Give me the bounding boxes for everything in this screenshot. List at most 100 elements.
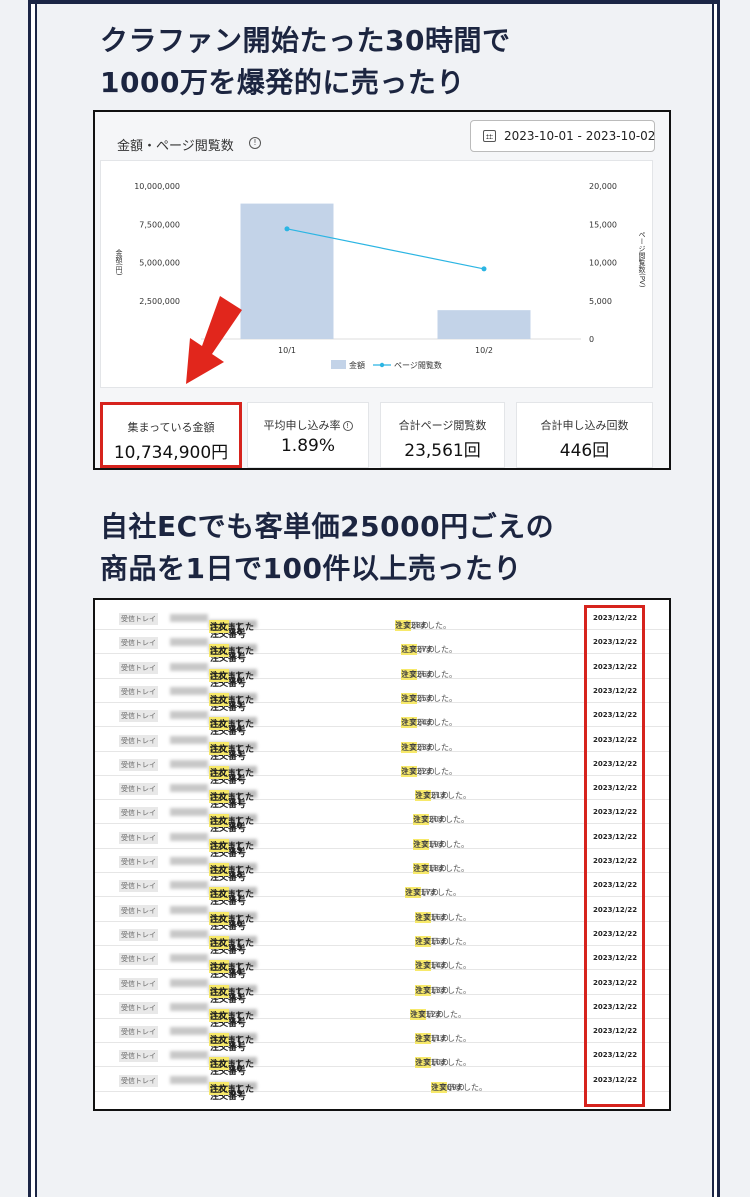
- inbox-tag: 受信トレイ: [119, 977, 158, 990]
- order-date: 2023/12/22: [593, 881, 638, 890]
- customer-name-blurred: [209, 1008, 257, 1017]
- order-date: 2023/12/22: [593, 808, 638, 817]
- pageview-point-10-1: [284, 226, 290, 232]
- customer-name-blurred: [209, 692, 257, 701]
- y-left-tick-label: 10,000,000: [134, 182, 180, 191]
- sender-blurred: [170, 1075, 208, 1084]
- customer-name-blurred: [209, 1081, 257, 1090]
- y-right-tick-label: 20,000: [589, 182, 617, 191]
- legend-marker-pageviews: [379, 362, 385, 368]
- order-date: 2023/12/22: [593, 1027, 638, 1036]
- sender-blurred: [170, 905, 208, 914]
- y-right-tick-label: 10,000: [589, 259, 617, 268]
- legend-label-amount: 金額: [349, 360, 365, 370]
- order-date: 2023/12/22: [593, 929, 638, 938]
- inbox-tag: 受信トレイ: [119, 831, 158, 844]
- inbox-tag: 受信トレイ: [119, 661, 158, 674]
- customer-name-blurred: [209, 790, 257, 799]
- heading-line: 1000万を爆発的に売ったり: [100, 66, 465, 99]
- info-icon[interactable]: !: [249, 137, 261, 149]
- heading-line: クラファン開始たった30時間で: [100, 24, 511, 57]
- inbox-tag: 受信トレイ: [119, 783, 158, 796]
- order-date: 2023/12/22: [593, 1075, 638, 1084]
- y-left-tick-label: 7,500,000: [139, 220, 180, 229]
- y-right-axis-label: ページ閲覧数(PV): [638, 231, 646, 288]
- sender-blurred: [170, 808, 208, 817]
- order-date: 2023/12/22: [593, 978, 638, 987]
- stat-total-amount: 集まっている金額 10,734,900円: [100, 402, 242, 468]
- frame-fill-left: [31, 0, 35, 1197]
- y-right-tick-label: 0: [589, 335, 594, 344]
- x-tick-label: 10/2: [475, 346, 493, 355]
- calendar-icon: [483, 130, 496, 142]
- frame-fill-right: [714, 0, 717, 1197]
- order-date: 2023/12/22: [593, 905, 638, 914]
- customer-name-blurred: [209, 717, 257, 726]
- inbox-tag: 受信トレイ: [119, 928, 158, 941]
- heading-line: 商品を1日で100件以上売ったり: [100, 552, 522, 585]
- stat-value: 10,734,900円: [113, 443, 229, 463]
- sender-blurred: [170, 735, 208, 744]
- sender-blurred: [170, 614, 208, 622]
- date-range-picker[interactable]: 2023-10-01 - 2023-10-02: [470, 120, 655, 152]
- red-arrow-icon: [186, 296, 242, 384]
- inbox-tag: 受信トレイ: [119, 807, 158, 820]
- customer-name-blurred: [209, 765, 257, 774]
- frame-border-left-inner: [35, 0, 37, 1197]
- inbox-tag: 受信トレイ: [119, 1050, 158, 1063]
- date-highlight-frame: [584, 605, 645, 1107]
- sender-blurred: [170, 929, 208, 938]
- sender-blurred: [170, 638, 208, 647]
- stat-total-pageviews: 合計ページ閲覧数 23,561回: [380, 402, 505, 468]
- inbox-tag: 受信トレイ: [119, 710, 158, 723]
- inbox-tag: 受信トレイ: [119, 880, 158, 893]
- y-left-tick-label: 5,000,000: [139, 259, 180, 268]
- inbox-tag: 受信トレイ: [119, 613, 158, 625]
- sender-blurred: [170, 1051, 208, 1060]
- order-date: 2023/12/22: [593, 857, 638, 865]
- legend-swatch-amount: [331, 360, 346, 369]
- customer-name-blurred: [209, 1033, 257, 1042]
- frame-border-left: [28, 0, 31, 1197]
- stat-total-applications: 合計申し込み回数 446回: [516, 402, 653, 468]
- stat-label: 合計ページ閲覧数: [398, 419, 487, 432]
- customer-name-blurred: [209, 741, 257, 750]
- stat-value: 23,561回: [404, 441, 481, 461]
- bar-10-2: [437, 310, 531, 339]
- inbox-tag: 受信トレイ: [119, 856, 158, 868]
- customer-name-blurred: [209, 838, 257, 847]
- inbox-tag: 受信トレイ: [119, 953, 158, 966]
- inbox-tag: 受信トレイ: [119, 685, 158, 698]
- customer-name-blurred: [209, 887, 257, 896]
- inbox-tag: 受信トレイ: [119, 1001, 158, 1014]
- customer-name-blurred: [209, 935, 257, 944]
- order-date: 2023/12/22: [593, 759, 638, 768]
- order-date: 2023/12/22: [593, 711, 638, 720]
- customer-name-blurred: [209, 984, 257, 993]
- chart-panel: 10,000,000 7,500,000 5,000,000 2,500,000 20,…: [100, 160, 653, 388]
- sender-blurred: [170, 832, 208, 841]
- info-icon[interactable]: !: [342, 421, 353, 431]
- order-date: 2023/12/22: [593, 1051, 638, 1060]
